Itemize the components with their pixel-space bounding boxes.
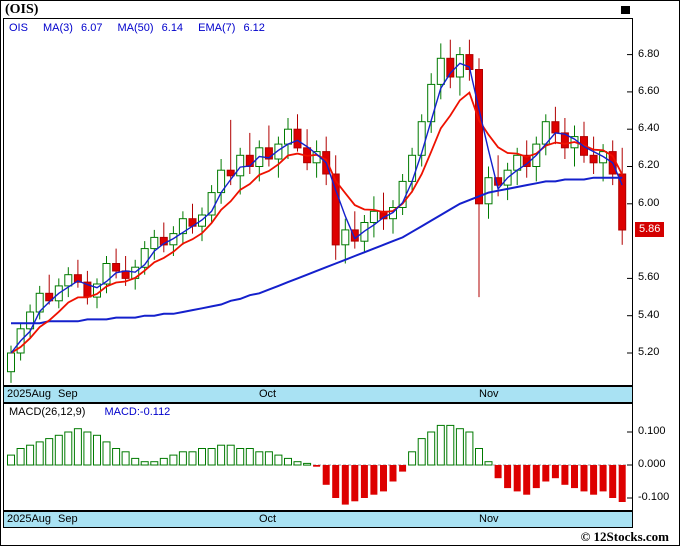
price-chart-panel [3,18,633,386]
page-title: (OIS) [5,2,39,17]
month-label: Oct [259,513,277,525]
price-axis-tick: 6.00 [638,197,660,209]
legend-ema7-label: EMA(7) [198,22,236,34]
price-legend: OIS MA(3) 6.07 MA(50) 6.14 EMA(7) 6.12 [9,22,277,34]
month-label: Oct [259,388,277,400]
macd-axis-tick: 0.100 [638,425,666,437]
candlestick-series [7,39,627,383]
macd-histogram-bars [7,424,626,505]
price-axis-tick: 5.60 [638,271,660,283]
macd-legend: MACD(26,12,9) MACD:-0.112 [9,406,170,418]
month-label: Sep [58,513,78,525]
price-axis-tick: 6.40 [638,122,660,134]
month-label: Nov [479,388,499,400]
corner-mark-icon [621,6,630,14]
legend-ema7-value: 6.12 [243,22,265,34]
macd-axis-tick: 0.000 [638,458,666,470]
legend-ma50-value: 6.14 [161,22,184,34]
price-axis-tick: 6.80 [638,48,660,60]
ema7-line [10,91,624,354]
price-axis-tick: 6.60 [638,85,660,97]
watermark: © 12Stocks.com [580,529,669,544]
price-axis-tick: 6.20 [638,159,660,171]
macd-params-label: MACD(26,12,9) [9,406,86,418]
ma50-line [11,176,623,325]
legend-ma50-label: MA(50) [117,22,154,34]
x-axis-band-bottom: 2025Aug Sep Oct Nov [3,511,633,528]
month-label: Nov [479,513,499,525]
month-label: 2025Aug [7,388,52,400]
price-axis-tick: 5.40 [638,309,660,321]
legend-ma3-value: 6.07 [81,22,103,34]
price-axis-tick: 5.20 [638,346,660,358]
month-label: Sep [58,388,78,400]
macd-axis-tick: -0.100 [638,491,670,503]
x-axis-band-top: 2025Aug Sep Oct Nov [3,386,633,403]
macd-histogram-chart [7,424,632,505]
month-label: 2025Aug [7,513,52,525]
macd-value-label: MACD:-0.112 [104,406,171,418]
ma3-line [10,62,623,354]
legend-ma3-label: MA(3) [43,22,73,34]
last-price-badge: 5.86 [635,222,665,237]
price-candlestick-chart [7,39,632,383]
macd-panel [3,403,633,511]
legend-symbol: OIS [9,22,28,34]
